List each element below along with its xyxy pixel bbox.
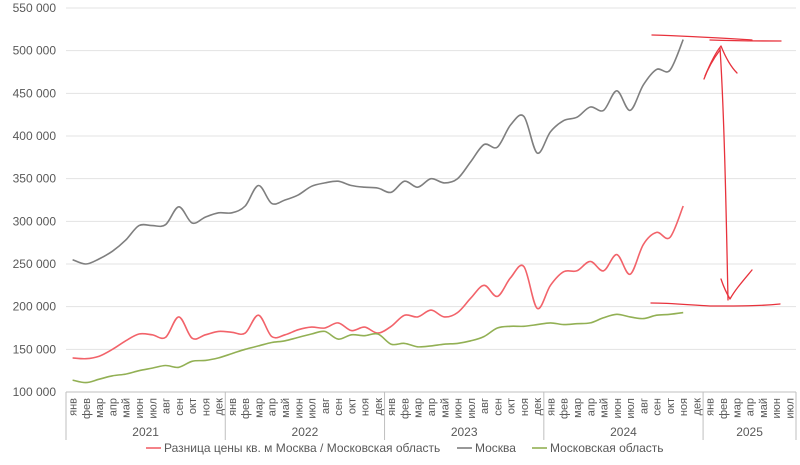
series-line-difference — [72, 205, 684, 360]
bottom-bracket-line — [650, 302, 781, 307]
x-tick-label: фев — [718, 398, 730, 419]
year-label: 2024 — [610, 425, 637, 439]
series-line-moscow-region — [72, 311, 684, 384]
x-tick-label: авг — [320, 398, 332, 414]
series-lines — [72, 39, 684, 384]
x-tick-label: май — [121, 398, 133, 418]
x-tick-label: ноя — [519, 398, 531, 416]
arrow-head-bottom — [720, 269, 753, 300]
x-tick-label: мар — [413, 398, 425, 418]
x-tick-label: сен — [492, 398, 504, 416]
x-tick-label: мар — [94, 398, 106, 418]
x-tick-label: фев — [81, 398, 93, 419]
x-tick-label: июн — [612, 398, 624, 418]
arrow-shaft — [719, 47, 729, 301]
x-tick-label: фев — [399, 398, 411, 419]
x-tick-label: окт — [665, 398, 677, 414]
x-tick-label: мар — [253, 398, 265, 418]
x-tick-label: апр — [585, 398, 597, 416]
top-bracket-line — [651, 34, 753, 41]
x-tick-label: янв — [545, 398, 557, 416]
x-tick-label: фев — [559, 398, 571, 419]
series-line-moscow — [72, 39, 684, 265]
y-tick-label: 300 000 — [13, 214, 57, 228]
x-tick-label: май — [599, 398, 611, 418]
legend-item-moscow-label: Москва — [475, 441, 516, 455]
handwritten-arrow-annotation — [650, 34, 782, 307]
y-tick-label: 100 000 — [13, 385, 57, 399]
x-axis: янв фев мар апр май июн июл авг сен окт ноя дек2021… — [65, 392, 797, 440]
year-label: 2023 — [451, 425, 478, 439]
x-tick-label: сен — [174, 398, 186, 416]
x-tick-label: июл — [784, 398, 796, 419]
y-tick-label: 500 000 — [13, 44, 57, 58]
x-tick-label: окт — [346, 398, 358, 414]
x-tick-label: июл — [625, 398, 637, 419]
x-tick-label: окт — [187, 398, 199, 414]
x-tick-label: май — [758, 398, 770, 418]
x-tick-label: окт — [506, 398, 518, 414]
y-tick-label: 400 000 — [13, 129, 57, 143]
y-axis: 100 000 150 000 200 000 250 000 300 000 350 0… — [13, 1, 57, 399]
x-tick-label: апр — [426, 398, 438, 416]
legend-item-moscow-region-label: Московская область — [550, 441, 664, 455]
x-tick-label: авг — [638, 398, 650, 414]
y-tick-label: 450 000 — [13, 86, 57, 100]
x-tick-label: май — [280, 398, 292, 418]
x-tick-label: апр — [267, 398, 279, 416]
x-tick-label: июн — [293, 398, 305, 418]
x-tick-label: май — [439, 398, 451, 418]
x-tick-label: фев — [240, 398, 252, 419]
legend-item-difference-label: Разница цены кв. м Москва / Московская о… — [164, 441, 440, 455]
x-tick-label: дек — [691, 398, 703, 416]
x-tick-label: июн — [453, 398, 465, 418]
x-tick-label: дек — [214, 398, 226, 416]
x-tick-label: ноя — [678, 398, 690, 416]
y-tick-label: 150 000 — [13, 342, 57, 356]
x-tick-label: июл — [147, 398, 159, 419]
x-tick-label: июл — [307, 398, 319, 419]
y-tick-label: 250 000 — [13, 257, 57, 271]
year-label: 2022 — [292, 425, 319, 439]
arrow-head-top — [703, 49, 721, 80]
x-tick-label: янв — [705, 398, 717, 416]
x-tick-label: сен — [652, 398, 664, 416]
grid-lines — [66, 7, 796, 393]
x-tick-label: мар — [572, 398, 584, 418]
x-tick-label: авг — [479, 398, 491, 414]
legend: Разница цены кв. м Москва / Московская о… — [146, 441, 664, 455]
year-label: 2021 — [132, 425, 159, 439]
top-bracket-line — [709, 39, 782, 42]
x-tick-label: июн — [134, 398, 146, 418]
x-tick-label: июл — [466, 398, 478, 419]
x-tick-label: дек — [532, 398, 544, 416]
x-tick-label: авг — [161, 398, 173, 414]
y-tick-label: 550 000 — [13, 1, 57, 15]
y-tick-label: 350 000 — [13, 172, 57, 186]
x-tick-label: дек — [373, 398, 385, 416]
x-tick-label: янв — [68, 398, 80, 416]
x-tick-label: мар — [731, 398, 743, 418]
x-tick-label: апр — [745, 398, 757, 416]
x-tick-label: сен — [333, 398, 345, 416]
y-tick-label: 200 000 — [13, 300, 57, 314]
x-tick-label: янв — [227, 398, 239, 416]
x-tick-label: ноя — [200, 398, 212, 416]
x-tick-label: янв — [386, 398, 398, 416]
x-tick-label: июн — [771, 398, 783, 418]
year-label: 2025 — [736, 425, 763, 439]
x-tick-label: апр — [107, 398, 119, 416]
x-tick-label: ноя — [360, 398, 372, 416]
